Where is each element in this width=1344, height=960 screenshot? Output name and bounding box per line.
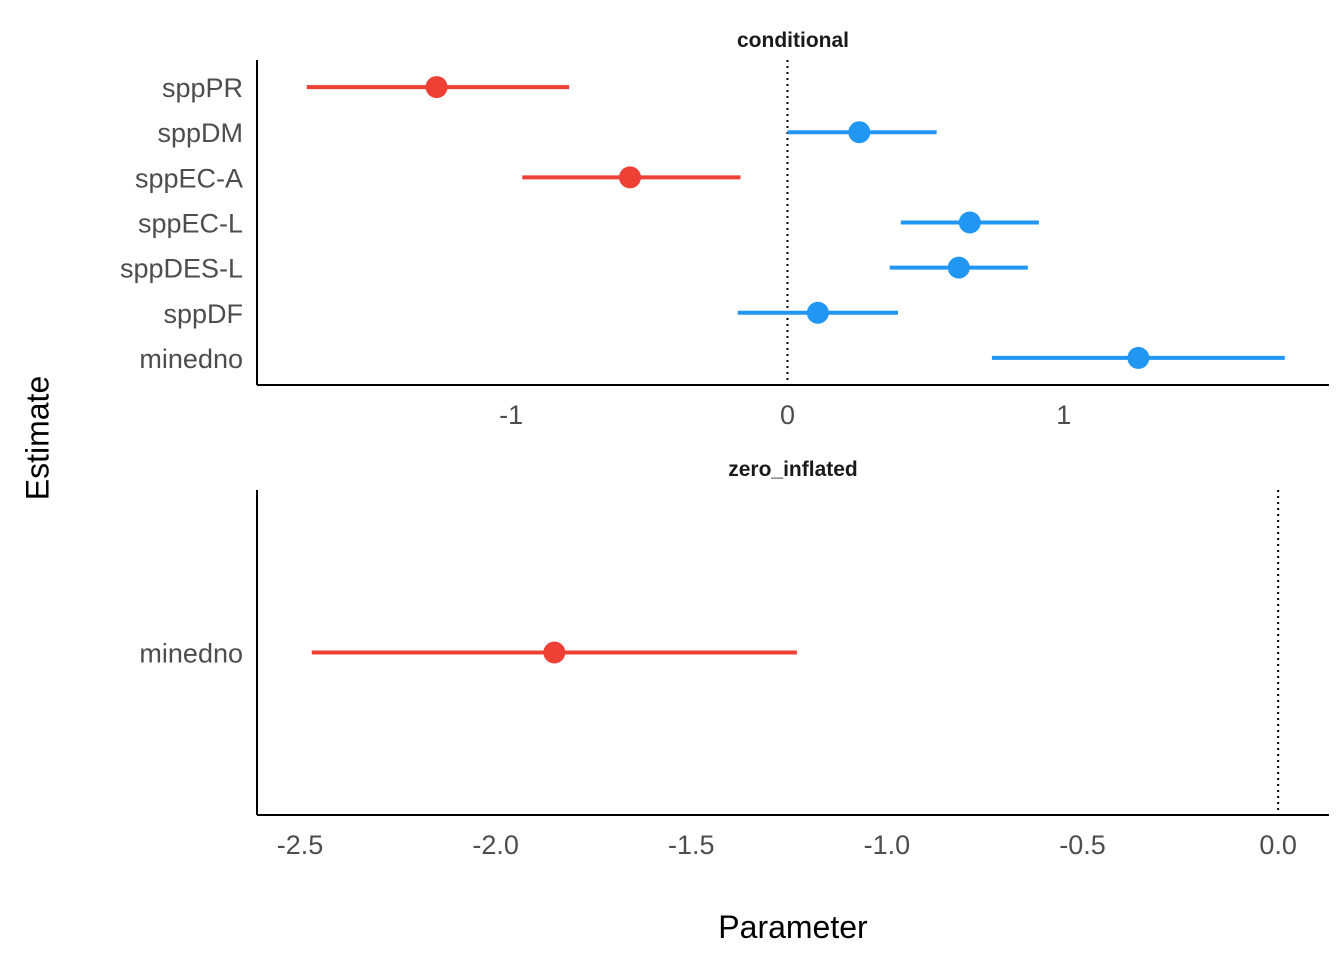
x-tick-label: 1 [1056, 400, 1071, 430]
x-axis-title: Parameter [718, 909, 868, 945]
x-tick-label: -1.5 [668, 830, 715, 860]
estimate-point [618, 166, 641, 189]
y-tick-label: minedno [139, 639, 243, 669]
y-tick-label: sppEC-A [135, 163, 243, 193]
y-tick-label: sppEC-L [138, 209, 243, 239]
panel-zero-inflated: zero_inflated -2.5 -2.0 -1.5 -1.0 -0.5 0.0 mine… [139, 458, 1329, 860]
y-tick-label: minedno [139, 344, 243, 374]
estimate-point [1127, 346, 1150, 369]
y-axis-title: Estimate [19, 376, 55, 500]
estimate-point [947, 256, 970, 279]
y-tick-label: sppDES-L [120, 254, 243, 284]
x-tick-label: -1 [499, 400, 523, 430]
y-tick-label: sppPR [162, 73, 243, 103]
x-tick-label: -0.5 [1059, 830, 1106, 860]
panel-title: conditional [737, 29, 849, 52]
panel-title: zero_inflated [728, 458, 858, 481]
x-tick-label: -2.5 [277, 830, 324, 860]
x-tick-label: -1.0 [864, 830, 911, 860]
estimate-point [958, 211, 981, 234]
estimate-point [806, 301, 829, 324]
y-tick-label: sppDF [163, 299, 243, 329]
panel-conditional: conditional -1 0 1 sppPR sppDM sppEC-A sppEC-L s… [120, 29, 1329, 430]
x-tick-label: 0 [780, 400, 795, 430]
estimate-point [425, 76, 448, 99]
estimate-point [848, 121, 871, 144]
estimate-point [543, 641, 566, 664]
x-tick-label: 0.0 [1259, 830, 1297, 860]
y-tick-label: sppDM [157, 118, 243, 148]
x-tick-label: -2.0 [472, 830, 519, 860]
